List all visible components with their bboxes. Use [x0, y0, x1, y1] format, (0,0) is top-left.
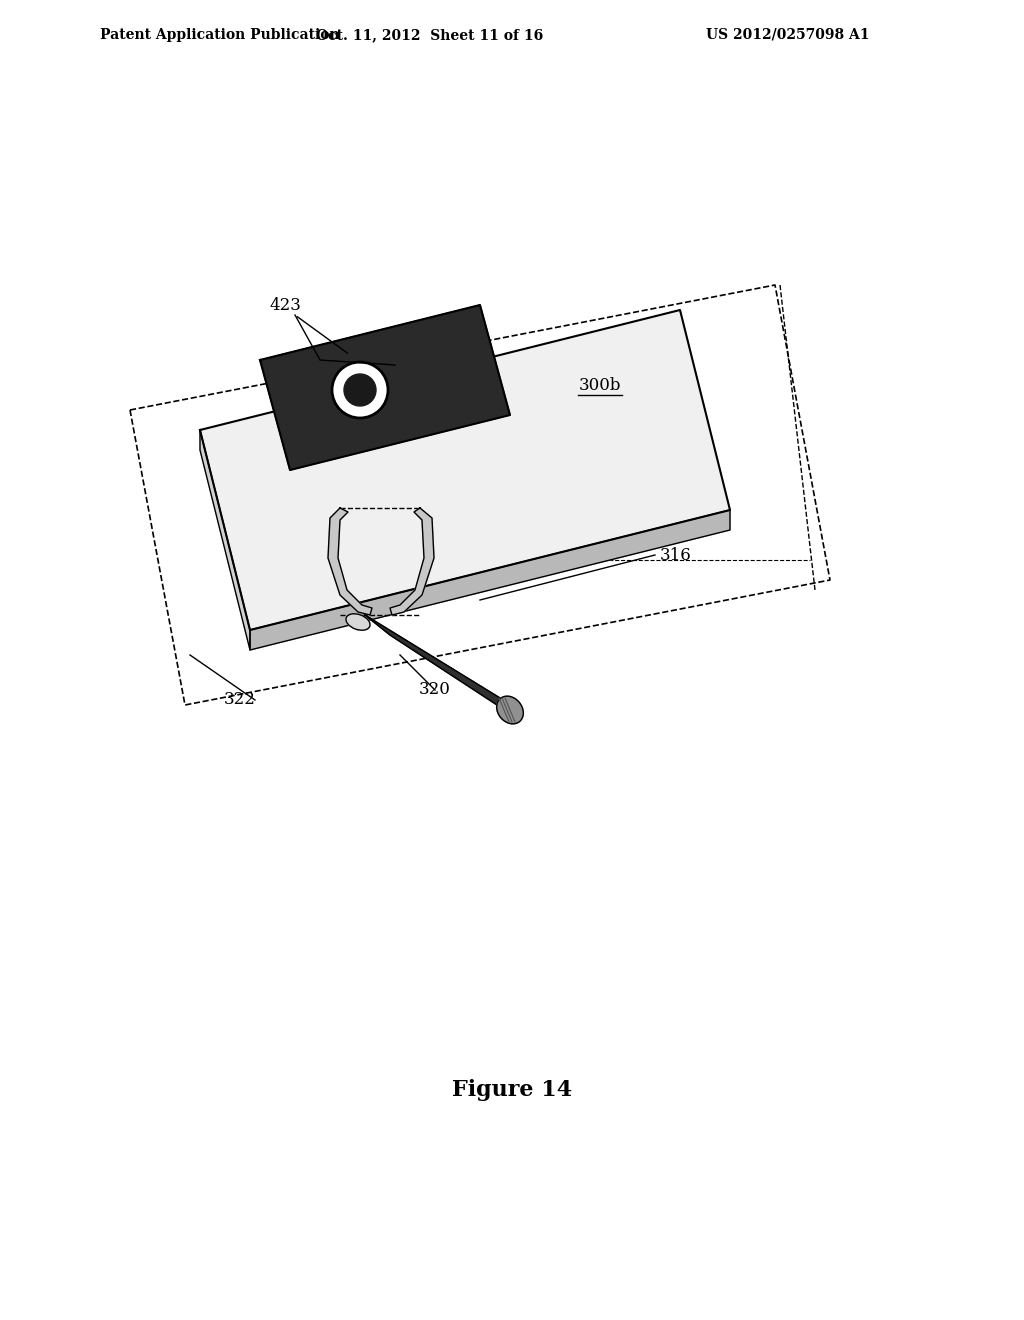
Polygon shape: [390, 508, 434, 615]
Ellipse shape: [346, 614, 370, 630]
Circle shape: [332, 362, 388, 418]
Polygon shape: [250, 510, 730, 649]
Text: 423: 423: [269, 297, 301, 314]
Polygon shape: [328, 508, 372, 615]
Polygon shape: [200, 310, 730, 630]
Text: 316: 316: [660, 546, 692, 564]
Text: Figure 14: Figure 14: [452, 1078, 572, 1101]
Polygon shape: [200, 430, 250, 649]
Text: 320: 320: [419, 681, 451, 698]
Text: 322: 322: [224, 692, 256, 709]
Polygon shape: [365, 615, 520, 719]
Text: Oct. 11, 2012  Sheet 11 of 16: Oct. 11, 2012 Sheet 11 of 16: [316, 28, 544, 42]
Text: 300b: 300b: [579, 376, 622, 393]
Circle shape: [344, 374, 376, 407]
Text: US 2012/0257098 A1: US 2012/0257098 A1: [707, 28, 870, 42]
Polygon shape: [260, 305, 510, 470]
Ellipse shape: [497, 696, 523, 723]
Text: Patent Application Publication: Patent Application Publication: [100, 28, 340, 42]
